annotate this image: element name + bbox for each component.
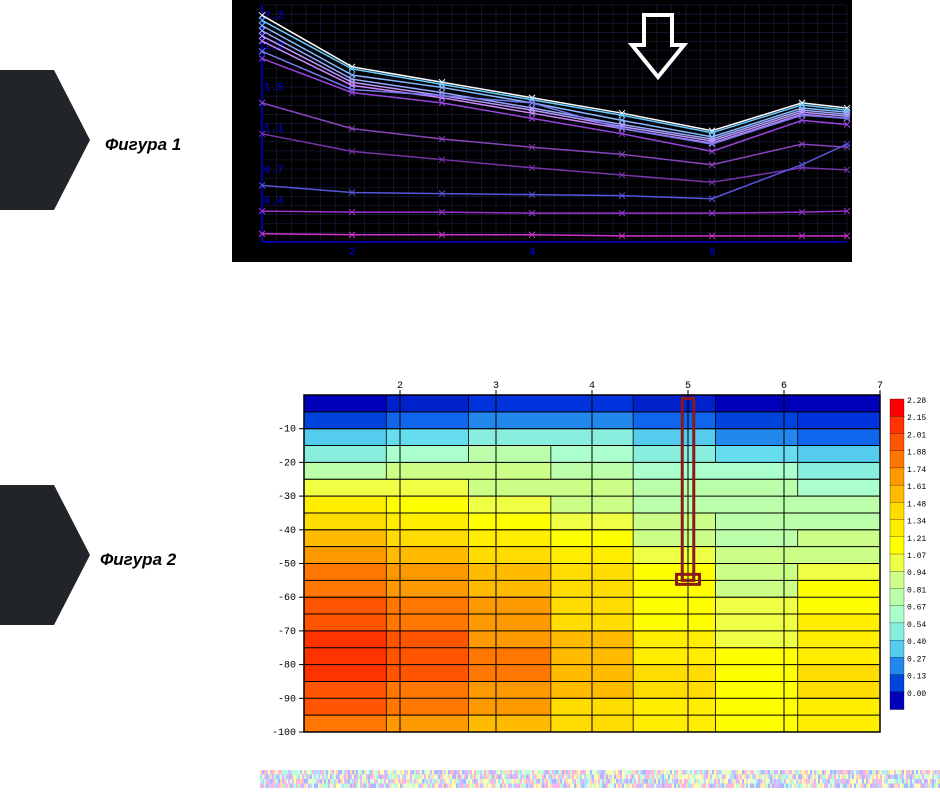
svg-text:-50: -50 [278, 560, 296, 571]
svg-text:5: 5 [685, 381, 691, 392]
svg-text:0.81: 0.81 [907, 586, 926, 595]
svg-text:-30: -30 [278, 492, 296, 503]
svg-text:-100: -100 [272, 728, 296, 739]
heatmap-chart: 2 3 4 5 6 7 -10 -20 -30 -40 -50 -60 -70 -80 -90 -100 2.2… [260, 375, 940, 740]
svg-text:0.94: 0.94 [907, 569, 926, 578]
svg-text:3: 3 [493, 381, 499, 392]
svg-text:2.15: 2.15 [907, 414, 926, 423]
svg-text:-40: -40 [278, 526, 296, 537]
svg-text:1.34: 1.34 [907, 518, 926, 527]
line-chart-svg: 0.40.71.11.51.92.2246 [232, 0, 852, 262]
svg-text:4: 4 [589, 381, 595, 392]
svg-text:7: 7 [877, 381, 883, 392]
figure1-label: Фигура 1 [105, 135, 181, 155]
svg-text:1.21: 1.21 [907, 535, 926, 544]
heatmap-svg: 2 3 4 5 6 7 -10 -20 -30 -40 -50 -60 -70 -80 -90 -100 2.2… [260, 375, 940, 740]
figure2-label: Фигура 2 [100, 550, 176, 570]
svg-text:1.48: 1.48 [907, 500, 926, 509]
svg-text:0.00: 0.00 [907, 690, 926, 699]
svg-text:0.4: 0.4 [264, 196, 284, 208]
svg-text:-20: -20 [278, 458, 296, 469]
svg-text:-90: -90 [278, 694, 296, 705]
svg-text:1.5: 1.5 [264, 82, 284, 94]
svg-text:6: 6 [781, 381, 787, 392]
svg-text:0.27: 0.27 [907, 655, 926, 664]
svg-text:0.67: 0.67 [907, 604, 926, 613]
svg-text:1.07: 1.07 [907, 552, 926, 561]
svg-text:2.28: 2.28 [907, 397, 926, 406]
svg-text:2.01: 2.01 [907, 431, 926, 440]
svg-text:2: 2 [349, 247, 356, 259]
svg-text:6: 6 [709, 247, 716, 259]
svg-text:-70: -70 [278, 627, 296, 638]
svg-text:2.2: 2.2 [264, 10, 284, 22]
svg-text:-10: -10 [278, 425, 296, 436]
svg-text:0.40: 0.40 [907, 638, 926, 647]
svg-text:-60: -60 [278, 593, 296, 604]
noise-strip [260, 770, 940, 788]
svg-text:1.74: 1.74 [907, 466, 926, 475]
line-chart: 0.40.71.11.51.92.2246 [232, 0, 852, 262]
svg-text:2: 2 [397, 381, 403, 392]
svg-text:0.7: 0.7 [264, 165, 284, 177]
svg-text:1.1: 1.1 [264, 124, 284, 136]
svg-text:1.61: 1.61 [907, 483, 926, 492]
svg-text:-80: -80 [278, 661, 296, 672]
pentagon-marker-1 [0, 70, 90, 210]
pentagon-marker-2 [0, 485, 90, 625]
svg-text:1.88: 1.88 [907, 449, 926, 458]
svg-text:0.13: 0.13 [907, 673, 926, 682]
svg-text:0.54: 0.54 [907, 621, 926, 630]
svg-text:4: 4 [529, 247, 536, 259]
